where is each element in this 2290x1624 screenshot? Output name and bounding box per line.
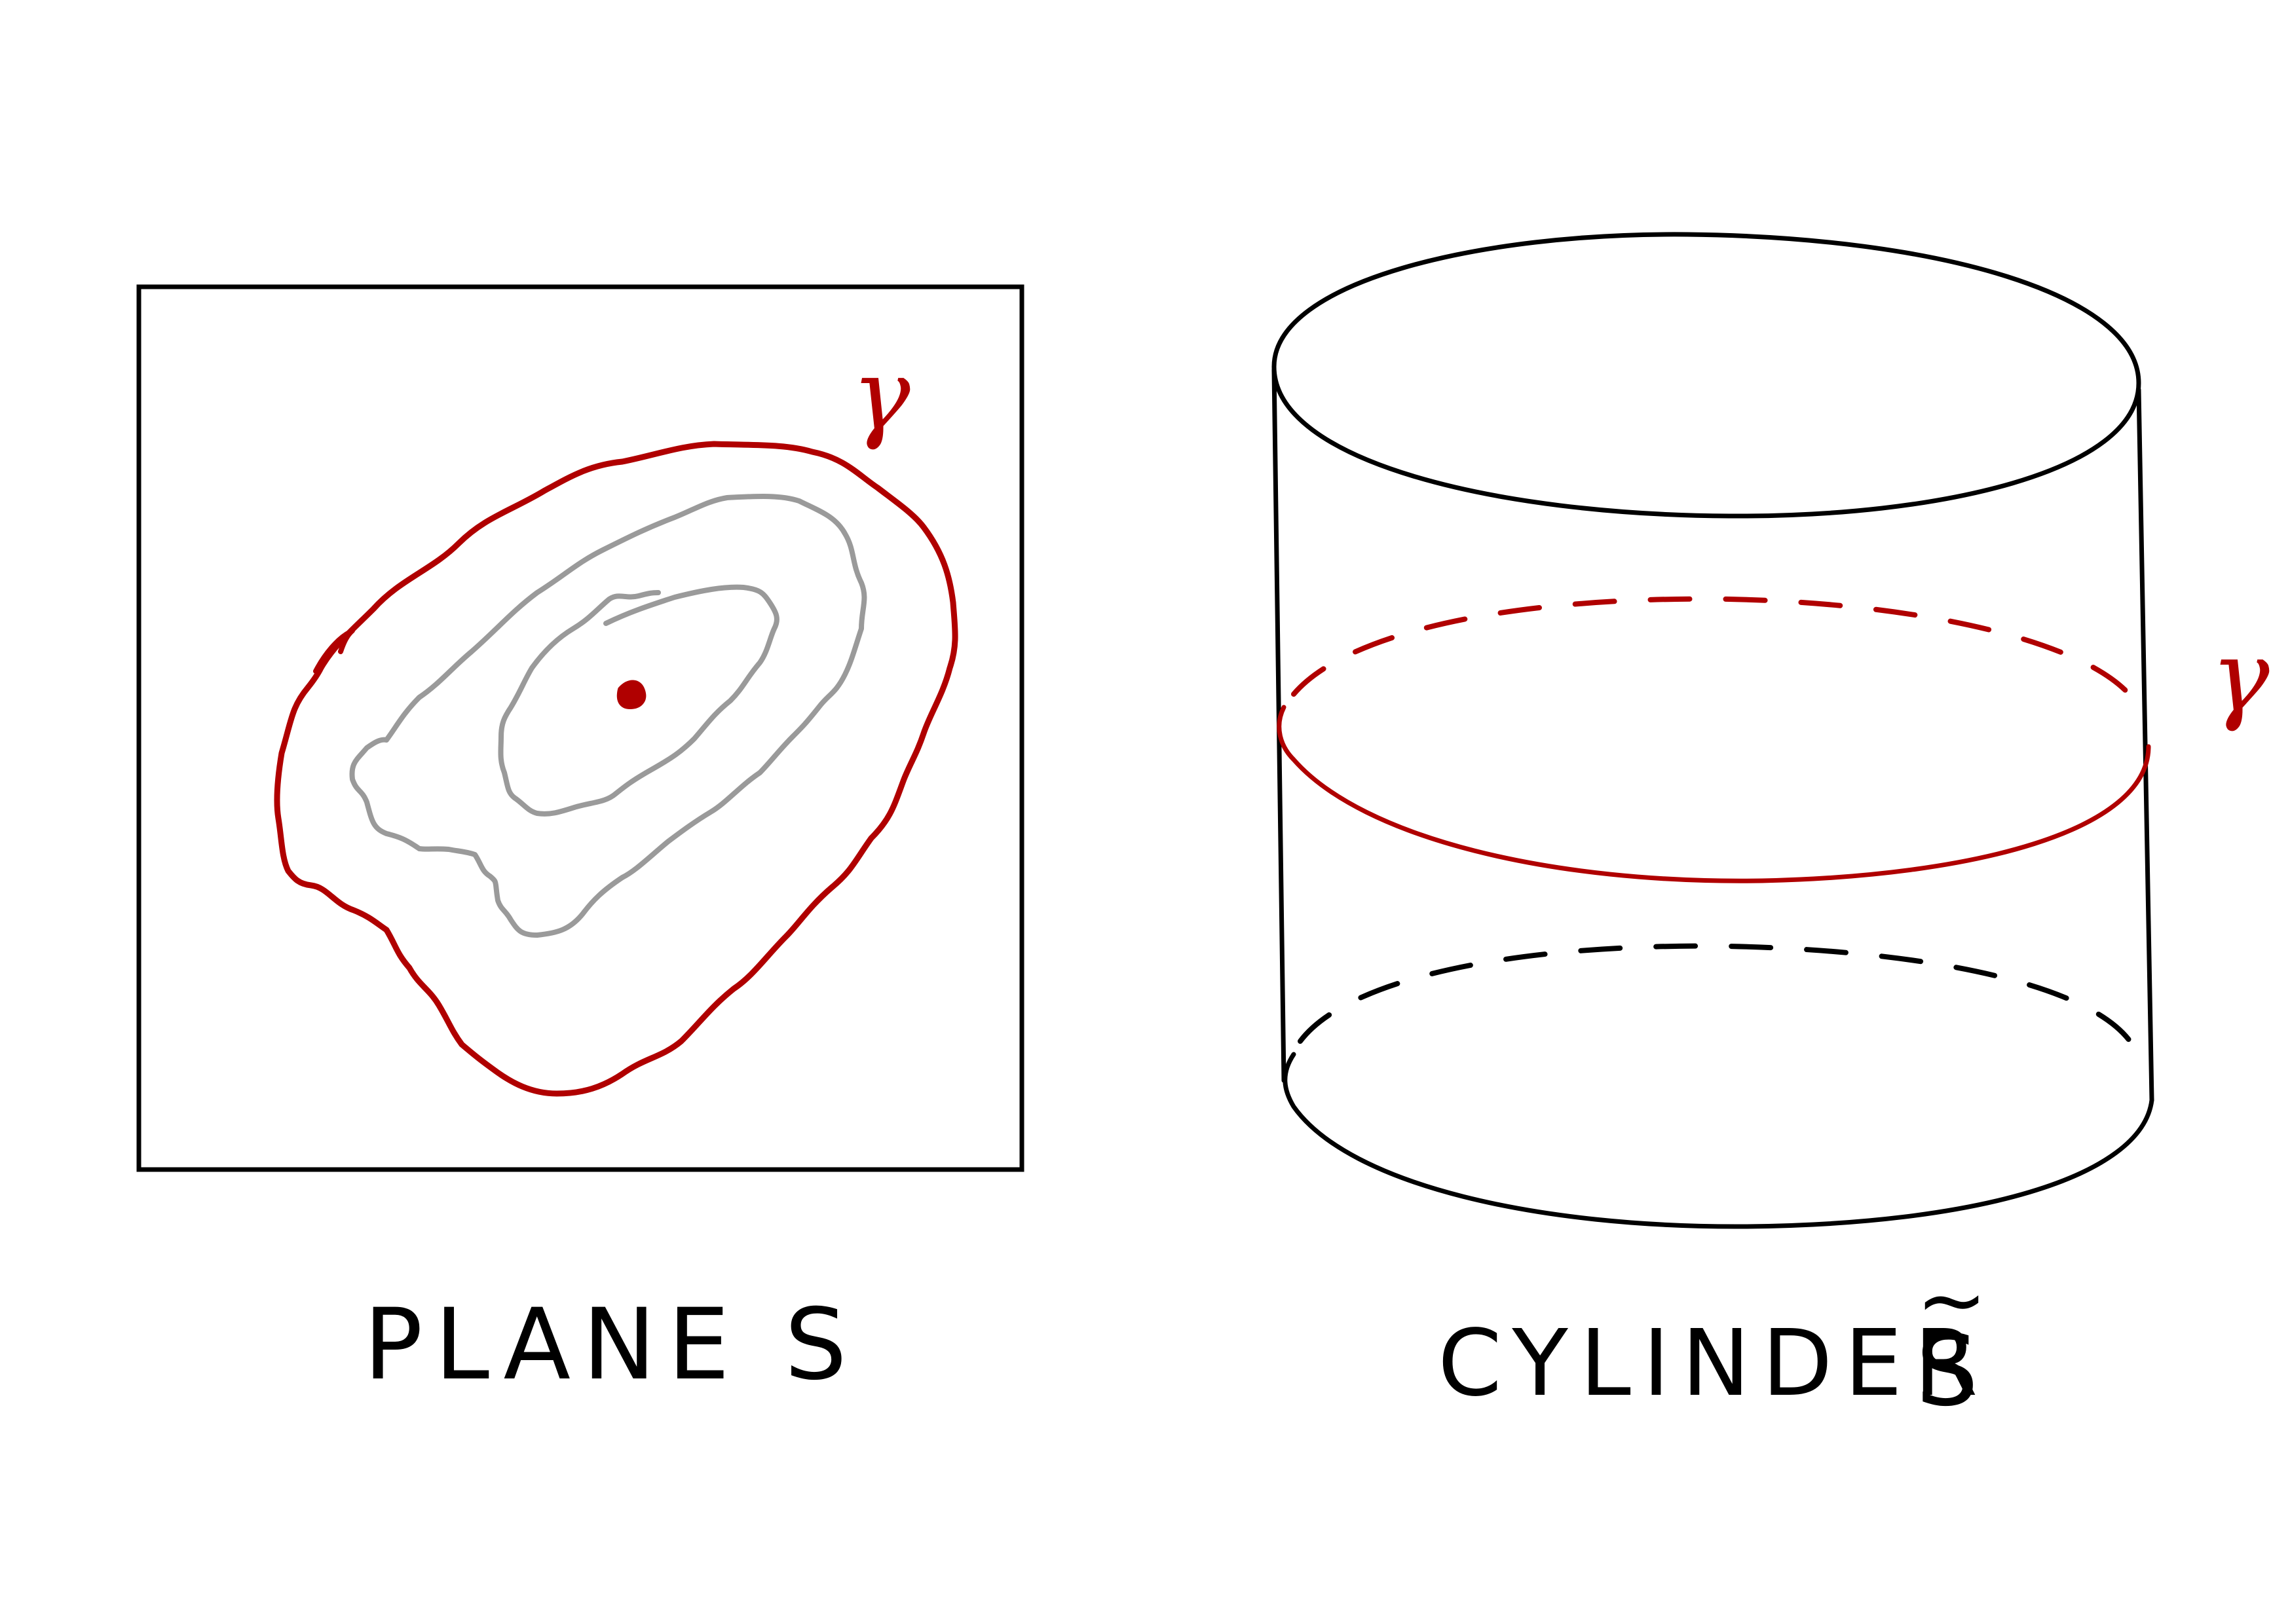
plane-loop-gamma bbox=[274, 441, 958, 1097]
plane-loop-middle bbox=[349, 493, 867, 938]
cylinder-caption: CYLINDER bbox=[1438, 1310, 1989, 1417]
plane-loop-gamma-tick bbox=[313, 628, 355, 674]
plane-caption: PLANE S bbox=[364, 1288, 859, 1402]
cylinder-right-wall bbox=[2136, 387, 2154, 1103]
cylinder-gamma-label: γ bbox=[2211, 620, 2270, 734]
plane-gamma-label: γ bbox=[852, 339, 910, 452]
cylinder-caption-group: CYLINDER S ~ bbox=[1438, 1250, 1990, 1428]
plane-figure: γ bbox=[136, 284, 1024, 1172]
cylinder-figure: γ bbox=[1271, 232, 2270, 1229]
cylinder-caption-tilde: ~ bbox=[1916, 1250, 1987, 1350]
cylinder-loop-gamma-front bbox=[1277, 705, 2151, 883]
cylinder-bottom-back bbox=[1298, 943, 2141, 1060]
cylinder-loop-gamma-back bbox=[1291, 596, 2145, 716]
plane-loop-inner bbox=[498, 584, 779, 817]
cylinder-caption-symbol: S bbox=[1916, 1314, 1990, 1428]
plane-square bbox=[136, 284, 1024, 1172]
cylinder-top-rim bbox=[1271, 232, 2141, 519]
cylinder-bottom-rim bbox=[1283, 1052, 2154, 1229]
plane-base-point bbox=[616, 680, 647, 709]
